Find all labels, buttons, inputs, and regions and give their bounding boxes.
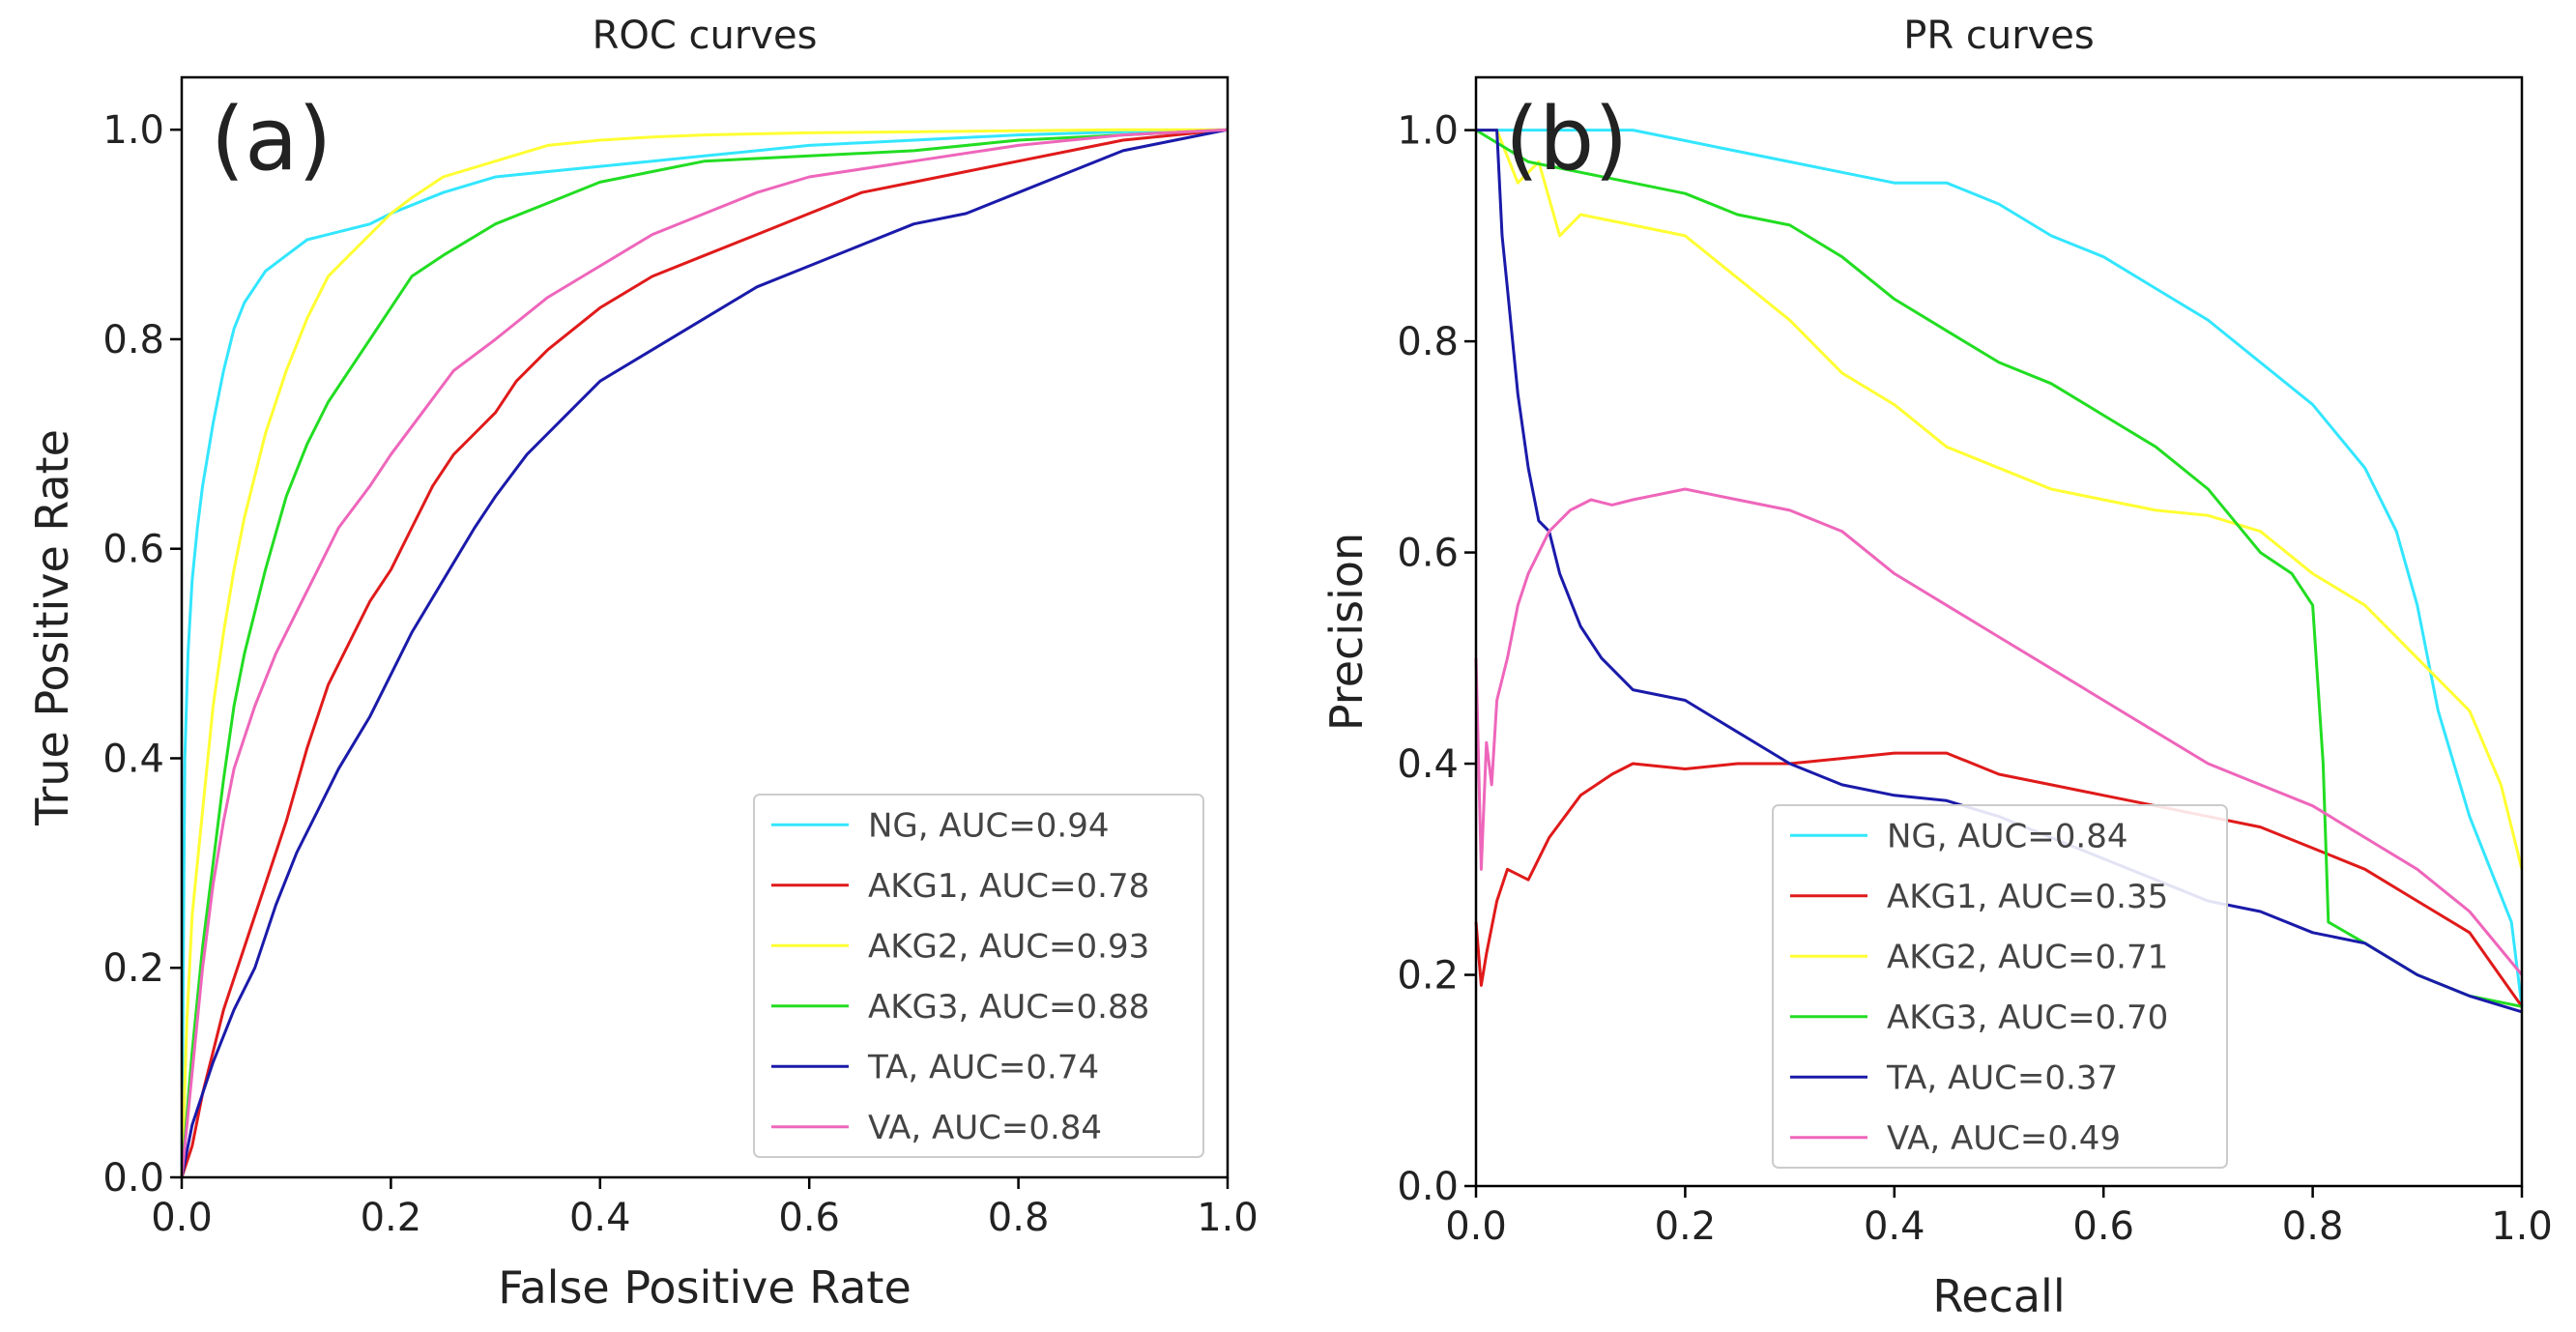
pr-x-tick-label: 0.8 <box>2282 1204 2344 1249</box>
pr-legend-entry-ta: TA, AUC=0.37 <box>1886 1058 2118 1097</box>
roc-curve-akg1 <box>180 128 1229 1178</box>
pr-curve-ng <box>1476 129 2524 1007</box>
roc-curve-ng <box>180 128 1229 1178</box>
pr-legend-entry-akg3: AKG3, AUC=0.70 <box>1887 999 2168 1037</box>
roc-x-tick-label: 0.6 <box>778 1196 840 1240</box>
roc-curve-va <box>180 128 1229 1178</box>
roc-legend-entry-va: VA, AUC=0.84 <box>868 1109 1102 1147</box>
pr-legend: NG, AUC=0.84 AKG1, AUC=0.35 AKG2, AUC=0.71… <box>1772 804 2228 1169</box>
roc-chart: ROC curves 0.0 0.2 0.4 0.6 0.8 1.0 0.0 0.2 0.4 0.6… <box>26 14 1259 1314</box>
roc-y-tick-label: 0.6 <box>102 528 164 572</box>
pr-y-tick-label: 0.2 <box>1397 954 1459 999</box>
pr-chart: PR curves 0.0 0.2 0.4 0.6 0.8 1.0 0.0 0.2 0.4 0.6 0… <box>1320 14 2553 1322</box>
pr-curve-ta <box>1476 129 2523 1014</box>
roc-curve-akg2 <box>180 128 1228 1178</box>
pr-y-tick-label: 0.4 <box>1397 742 1459 787</box>
pr-curve-akg2 <box>1476 129 2524 870</box>
roc-y-tick-label: 0.0 <box>102 1156 164 1201</box>
roc-y-tick-label: 0.4 <box>102 737 164 781</box>
roc-y-axis-label: True Positive Rate <box>26 429 78 826</box>
pr-curve-akg1 <box>1474 751 2524 1008</box>
pr-curve-va <box>1474 487 2524 976</box>
roc-legend-entry-akg2: AKG2, AUC=0.93 <box>868 927 1149 966</box>
roc-y-tick-label: 0.8 <box>102 318 164 362</box>
pr-y-tick-label: 0.6 <box>1397 532 1459 576</box>
pr-legend-box <box>1772 804 2228 1169</box>
pr-legend-entry-akg2: AKG2, AUC=0.71 <box>1887 938 2168 976</box>
roc-plot-frame <box>180 75 1230 1179</box>
pr-curve-akg3 <box>1475 129 2523 1008</box>
roc-curve-akg3 <box>180 128 1229 1178</box>
pr-y-tick-label: 0.8 <box>1397 320 1459 364</box>
pr-x-axis-label: Recall <box>1932 1270 2065 1322</box>
pr-x-tick-label: 0.0 <box>1445 1204 1507 1249</box>
roc-legend-box <box>753 794 1204 1158</box>
pr-x-tick-label: 1.0 <box>2491 1204 2553 1249</box>
pr-curves <box>1474 129 2524 1014</box>
pr-x-tick-label: 0.2 <box>1655 1204 1717 1249</box>
roc-legend-entry-akg1: AKG1, AUC=0.78 <box>868 867 1149 906</box>
roc-x-tick-label: 0.2 <box>361 1196 422 1240</box>
roc-legend-entry-akg3: AKG3, AUC=0.88 <box>868 988 1149 1027</box>
roc-curves <box>180 128 1229 1178</box>
pr-legend-entry-ng: NG, AUC=0.84 <box>1887 817 2127 855</box>
pr-legend-entry-akg1: AKG1, AUC=0.35 <box>1887 878 2168 916</box>
roc-curve-ta <box>180 128 1229 1178</box>
pr-x-tick-label: 0.6 <box>2072 1204 2134 1249</box>
roc-x-tick-label: 0.8 <box>988 1196 1050 1240</box>
pr-plot-frame <box>1474 75 2524 1188</box>
roc-y-tick-label: 1.0 <box>102 108 164 153</box>
pr-y-axis-label: Precision <box>1320 533 1373 731</box>
pr-chart-title: PR curves <box>1903 14 2095 58</box>
roc-x-axis-label: False Positive Rate <box>498 1261 912 1314</box>
roc-legend-entry-ta: TA, AUC=0.74 <box>867 1048 1099 1086</box>
roc-panel-label: (a) <box>211 89 332 190</box>
roc-legend: NG, AUC=0.94 AKG1, AUC=0.78 AKG2, AUC=0.93… <box>753 794 1204 1158</box>
pr-x-tick-label: 0.4 <box>1864 1204 1925 1249</box>
roc-x-tick-label: 0.4 <box>569 1196 631 1240</box>
pr-y-tick-label: 0.0 <box>1397 1165 1459 1209</box>
pr-panel-label: (b) <box>1505 89 1628 190</box>
roc-x-tick-label: 0.0 <box>151 1196 213 1240</box>
roc-y-tick-label: 0.2 <box>102 946 164 991</box>
pr-legend-entry-va: VA, AUC=0.49 <box>1887 1119 2121 1158</box>
roc-x-tick-label: 1.0 <box>1197 1196 1259 1240</box>
roc-chart-title: ROC curves <box>593 14 818 58</box>
roc-legend-entry-ng: NG, AUC=0.94 <box>868 806 1109 845</box>
pr-y-tick-label: 1.0 <box>1397 109 1459 154</box>
